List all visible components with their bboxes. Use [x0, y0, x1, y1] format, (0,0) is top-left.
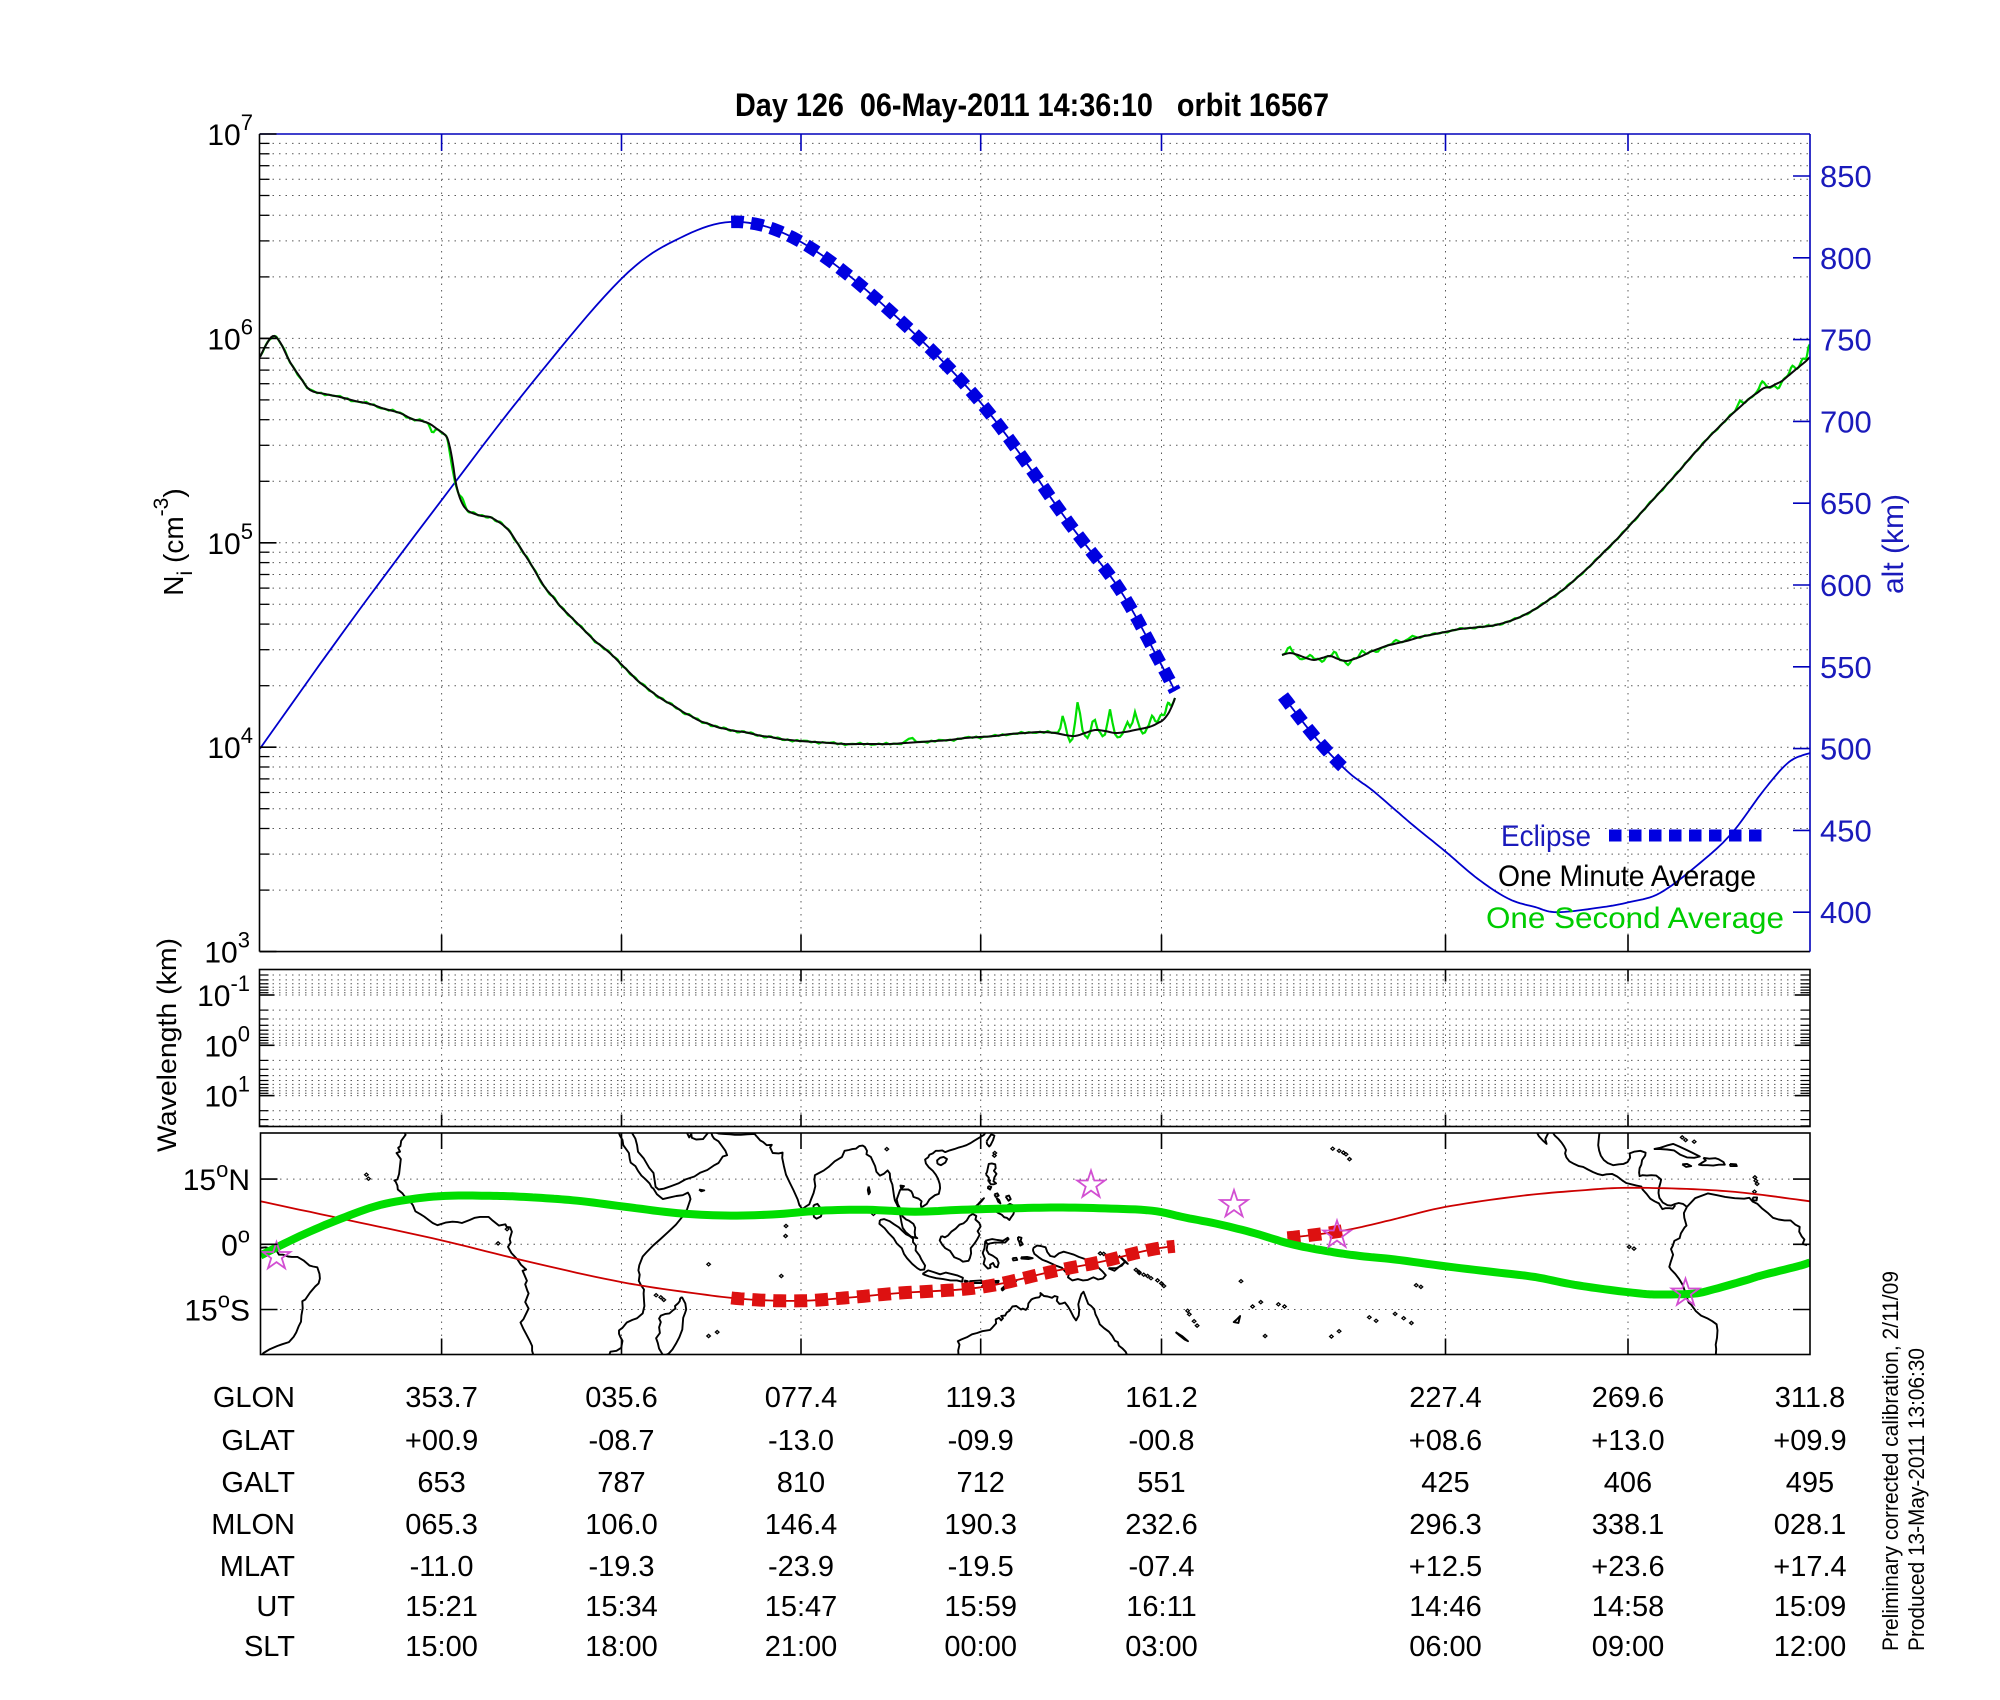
svg-text:-07.4: -07.4	[1128, 1551, 1194, 1583]
svg-text:269.6: 269.6	[1592, 1382, 1665, 1414]
svg-text:146.4: 146.4	[765, 1509, 838, 1541]
svg-text:119.3: 119.3	[945, 1382, 1015, 1414]
svg-text:+12.5: +12.5	[1409, 1551, 1482, 1583]
svg-text:750: 750	[1820, 323, 1872, 358]
svg-text:425: 425	[1421, 1467, 1469, 1499]
svg-text:-19.5: -19.5	[948, 1551, 1014, 1583]
svg-text:028.1: 028.1	[1774, 1509, 1847, 1541]
svg-text:Wavelength (km): Wavelength (km)	[152, 938, 182, 1152]
svg-text:15:34: 15:34	[585, 1591, 658, 1623]
svg-text:15:00: 15:00	[405, 1631, 478, 1663]
svg-text:406: 406	[1604, 1467, 1652, 1499]
svg-text:Day 126 06-May-2011 14:36:10: Day 126 06-May-2011 14:36:10 orbit 16567	[735, 87, 1329, 123]
svg-text:700: 700	[1820, 404, 1872, 439]
svg-text:551: 551	[1137, 1467, 1185, 1499]
svg-text:14:58: 14:58	[1592, 1591, 1665, 1623]
svg-text:-13.0: -13.0	[768, 1425, 834, 1457]
svg-text:450: 450	[1820, 813, 1872, 848]
svg-text:alt (km): alt (km)	[1877, 494, 1910, 594]
svg-text:190.3: 190.3	[944, 1509, 1017, 1541]
svg-text:-08.7: -08.7	[588, 1425, 654, 1457]
svg-text:227.4: 227.4	[1409, 1382, 1482, 1414]
svg-text:MLON: MLON	[211, 1509, 295, 1541]
svg-text:161.2: 161.2	[1125, 1382, 1198, 1414]
svg-text:SLT: SLT	[244, 1631, 295, 1663]
svg-text:+08.6: +08.6	[1409, 1425, 1482, 1457]
svg-text:00:00: 00:00	[944, 1631, 1017, 1663]
svg-text:GLAT: GLAT	[221, 1425, 295, 1457]
svg-text:Preliminary corrected calibrat: Preliminary corrected calibration, 2/11/…	[1878, 1271, 1903, 1651]
svg-text:+23.6: +23.6	[1591, 1551, 1664, 1583]
svg-text:035.6: 035.6	[585, 1382, 658, 1414]
svg-text:-23.9: -23.9	[768, 1551, 834, 1583]
svg-text:+17.4: +17.4	[1773, 1551, 1846, 1583]
svg-text:-19.3: -19.3	[588, 1551, 654, 1583]
svg-text:GALT: GALT	[221, 1467, 295, 1499]
svg-text:311.8: 311.8	[1775, 1382, 1845, 1414]
svg-text:15:09: 15:09	[1774, 1591, 1847, 1623]
svg-text:15:59: 15:59	[944, 1591, 1017, 1623]
svg-text:077.4: 077.4	[765, 1382, 838, 1414]
svg-text:353.7: 353.7	[405, 1382, 478, 1414]
svg-text:14:46: 14:46	[1409, 1591, 1482, 1623]
svg-text:500: 500	[1820, 732, 1872, 767]
svg-text:16:11: 16:11	[1126, 1591, 1196, 1623]
svg-text:810: 810	[777, 1467, 825, 1499]
svg-text:495: 495	[1786, 1467, 1834, 1499]
svg-text:09:00: 09:00	[1592, 1631, 1665, 1663]
svg-text:653: 653	[417, 1467, 465, 1499]
svg-text:-11.0: -11.0	[410, 1551, 474, 1583]
svg-text:296.3: 296.3	[1409, 1509, 1482, 1541]
svg-text:400: 400	[1820, 895, 1872, 930]
svg-text:600: 600	[1820, 568, 1872, 603]
svg-text:06:00: 06:00	[1409, 1631, 1482, 1663]
svg-text:650: 650	[1820, 486, 1872, 521]
svg-text:550: 550	[1820, 650, 1872, 685]
svg-text:GLON: GLON	[213, 1382, 295, 1414]
svg-text:712: 712	[957, 1467, 1005, 1499]
svg-text:15:47: 15:47	[765, 1591, 838, 1623]
svg-text:850: 850	[1820, 159, 1872, 194]
svg-text:338.1: 338.1	[1592, 1509, 1665, 1541]
svg-text:106.0: 106.0	[585, 1509, 658, 1541]
svg-text:One Minute Average: One Minute Average	[1498, 860, 1756, 893]
svg-text:787: 787	[597, 1467, 645, 1499]
svg-text:15oS: 15oS	[184, 1288, 250, 1328]
svg-text:15:21: 15:21	[405, 1591, 478, 1623]
svg-text:232.6: 232.6	[1125, 1509, 1198, 1541]
svg-text:Eclipse: Eclipse	[1501, 820, 1591, 853]
svg-text:MLAT: MLAT	[220, 1551, 295, 1583]
svg-text:+00.9: +00.9	[405, 1425, 478, 1457]
svg-text:21:00: 21:00	[765, 1631, 838, 1663]
svg-text:18:00: 18:00	[585, 1631, 658, 1663]
svg-text:800: 800	[1820, 241, 1872, 276]
svg-text:03:00: 03:00	[1125, 1631, 1198, 1663]
svg-text:UT: UT	[256, 1591, 295, 1623]
svg-text:+13.0: +13.0	[1591, 1425, 1664, 1457]
svg-text:12:00: 12:00	[1774, 1631, 1847, 1663]
svg-text:065.3: 065.3	[405, 1509, 478, 1541]
svg-text:Produced 13-May-2011 13:06:30: Produced 13-May-2011 13:06:30	[1904, 1348, 1929, 1651]
svg-text:-00.8: -00.8	[1128, 1425, 1194, 1457]
svg-text:+09.9: +09.9	[1773, 1425, 1846, 1457]
svg-text:One Second Average: One Second Average	[1486, 902, 1784, 935]
svg-text:-09.9: -09.9	[948, 1425, 1014, 1457]
